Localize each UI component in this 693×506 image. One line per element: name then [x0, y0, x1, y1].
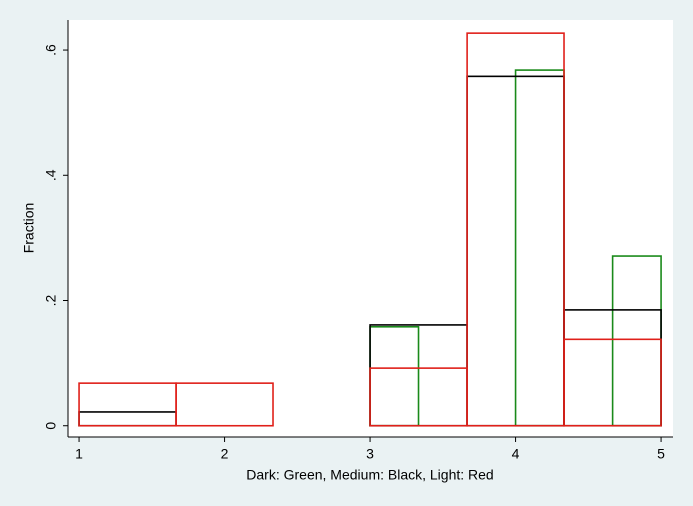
y-tick-label: 0 [43, 422, 59, 430]
x-tick-label: 4 [512, 446, 520, 462]
x-tick-label: 5 [657, 446, 665, 462]
hist-bar [466, 32, 565, 427]
y-tick-label: .6 [43, 44, 59, 56]
x-axis-label: Dark: Green, Medium: Black, Light: Red [246, 467, 493, 483]
x-tick-label: 3 [366, 446, 374, 462]
x-tick-label: 2 [221, 446, 229, 462]
y-axis-label: Fraction [21, 203, 37, 254]
hist-bar [563, 338, 662, 427]
hist-bar [175, 382, 274, 427]
y-tick-label: .4 [43, 169, 59, 181]
x-tick-label: 1 [75, 446, 83, 462]
y-tick-label: .2 [43, 294, 59, 306]
